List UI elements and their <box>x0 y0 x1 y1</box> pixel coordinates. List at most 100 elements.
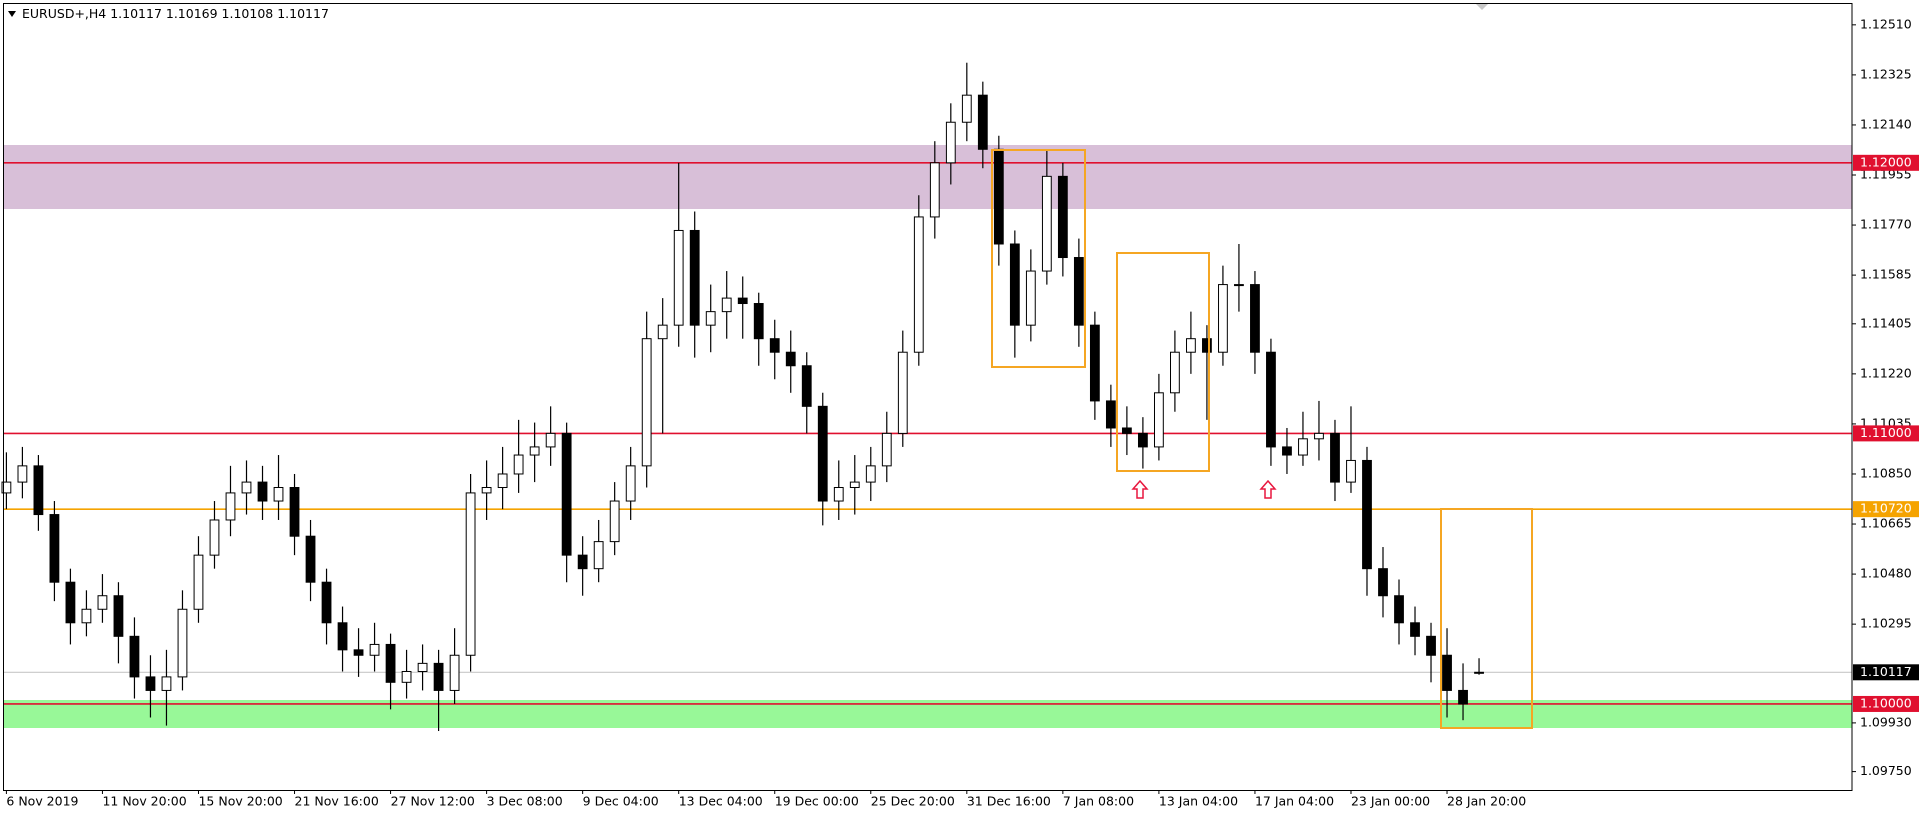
candle-body <box>289 487 300 537</box>
candle-body <box>1330 432 1340 483</box>
candle-body <box>385 643 396 683</box>
candle-body <box>1426 635 1436 656</box>
candle-body <box>1025 270 1036 326</box>
candle-body <box>449 654 460 691</box>
candle-body <box>1137 432 1148 448</box>
candle-body <box>753 303 764 340</box>
y-tick-label: 1.09750 <box>1860 763 1912 778</box>
candle-body <box>609 500 620 543</box>
candle-body <box>1314 432 1324 440</box>
candle-body <box>577 554 588 570</box>
levels <box>4 162 1852 705</box>
x-tick-label: 11 Nov 20:00 <box>102 794 186 809</box>
candle-body <box>177 608 188 678</box>
shift-marker <box>1476 4 1488 10</box>
candle-body <box>1153 392 1164 448</box>
candle-body <box>769 338 780 353</box>
candle-body <box>129 635 140 678</box>
chart-header: EURUSD+,H4 1.10117 1.10169 1.10108 1.101… <box>22 6 329 21</box>
candle-body <box>1170 351 1180 394</box>
candle-body <box>657 324 668 340</box>
x-tick-label: 9 Dec 04:00 <box>583 794 659 809</box>
candle-body <box>1089 324 1100 402</box>
y-tick-label: 1.10665 <box>1860 516 1912 531</box>
y-tick-label: 1.11770 <box>1860 217 1912 232</box>
level-label: 1.10000 <box>1860 695 1912 710</box>
candle-body <box>81 608 92 624</box>
up-arrow <box>1131 479 1149 499</box>
candle-body <box>1474 671 1484 674</box>
y-tick-label: 1.11405 <box>1860 315 1912 330</box>
range-box <box>991 149 1086 368</box>
current-price-label: 1.10117 <box>1860 664 1912 679</box>
candle-body <box>497 473 508 489</box>
candle-body <box>417 662 428 672</box>
level-tag <box>1853 425 1919 442</box>
menu-triangle <box>8 11 16 17</box>
candle-body <box>33 465 44 516</box>
y-tick-label: 1.12510 <box>1860 16 1912 31</box>
candle-body <box>529 446 540 456</box>
resistance-zone <box>4 145 1852 209</box>
candle-body <box>897 351 908 434</box>
candle-body <box>145 676 156 691</box>
candle-body <box>1105 400 1116 429</box>
candle-body <box>801 365 812 407</box>
y-tick-label: 1.11220 <box>1860 365 1912 380</box>
candle-body <box>1266 351 1276 448</box>
candle-body <box>1009 243 1020 326</box>
level-tag <box>1853 154 1919 171</box>
y-tick-label: 1.12140 <box>1860 116 1912 131</box>
candle-body <box>225 492 236 521</box>
y-tick-label: 1.10480 <box>1860 566 1912 581</box>
plot-frame <box>3 3 1853 791</box>
candle-body <box>673 229 684 326</box>
y-tick-label: 1.09930 <box>1860 714 1912 729</box>
candle-body <box>305 535 316 583</box>
candle-body <box>977 94 988 150</box>
candle-body <box>1057 175 1068 259</box>
y-tick-label: 1.11585 <box>1860 267 1912 282</box>
candle-body <box>721 297 732 313</box>
candle-body <box>65 581 76 624</box>
candle-body <box>1410 622 1420 637</box>
candle-body <box>545 432 556 448</box>
x-tick-label: 6 Nov 2019 <box>6 794 78 809</box>
candle-body <box>1121 427 1132 434</box>
level-tag <box>1853 501 1919 518</box>
candle-body <box>785 351 796 367</box>
candle-body <box>1202 338 1212 353</box>
candle-body <box>929 162 940 218</box>
candle-body <box>241 481 252 494</box>
candle-body <box>1234 284 1244 287</box>
y-tick-label: 1.10850 <box>1860 465 1912 480</box>
candle-body <box>433 662 444 691</box>
candle-body <box>49 514 60 583</box>
candle-body <box>945 121 956 164</box>
candle-body <box>513 454 524 475</box>
range-box <box>1116 252 1210 472</box>
candle-body <box>1282 446 1292 456</box>
level-tag <box>1853 695 1919 712</box>
candles <box>1 62 1484 732</box>
candle-body <box>97 595 108 610</box>
level-label: 1.10720 <box>1860 501 1912 516</box>
candle-body <box>161 676 172 691</box>
candle-body <box>113 595 124 637</box>
candle-body <box>1378 568 1388 597</box>
candle-body <box>705 311 716 326</box>
y-tick-label: 1.10295 <box>1860 616 1912 631</box>
x-tick-label: 23 Jan 00:00 <box>1351 794 1430 809</box>
candle-body <box>625 465 636 502</box>
candle-body <box>1186 338 1196 353</box>
axes: 1.125101.123251.121401.119551.117701.115… <box>5 16 1919 809</box>
range-box <box>1440 508 1533 729</box>
y-tick-label: 1.12325 <box>1860 66 1912 81</box>
candle-body <box>337 622 348 651</box>
candle-body <box>353 649 364 656</box>
candle-body <box>865 465 876 483</box>
candle-body <box>209 519 220 556</box>
